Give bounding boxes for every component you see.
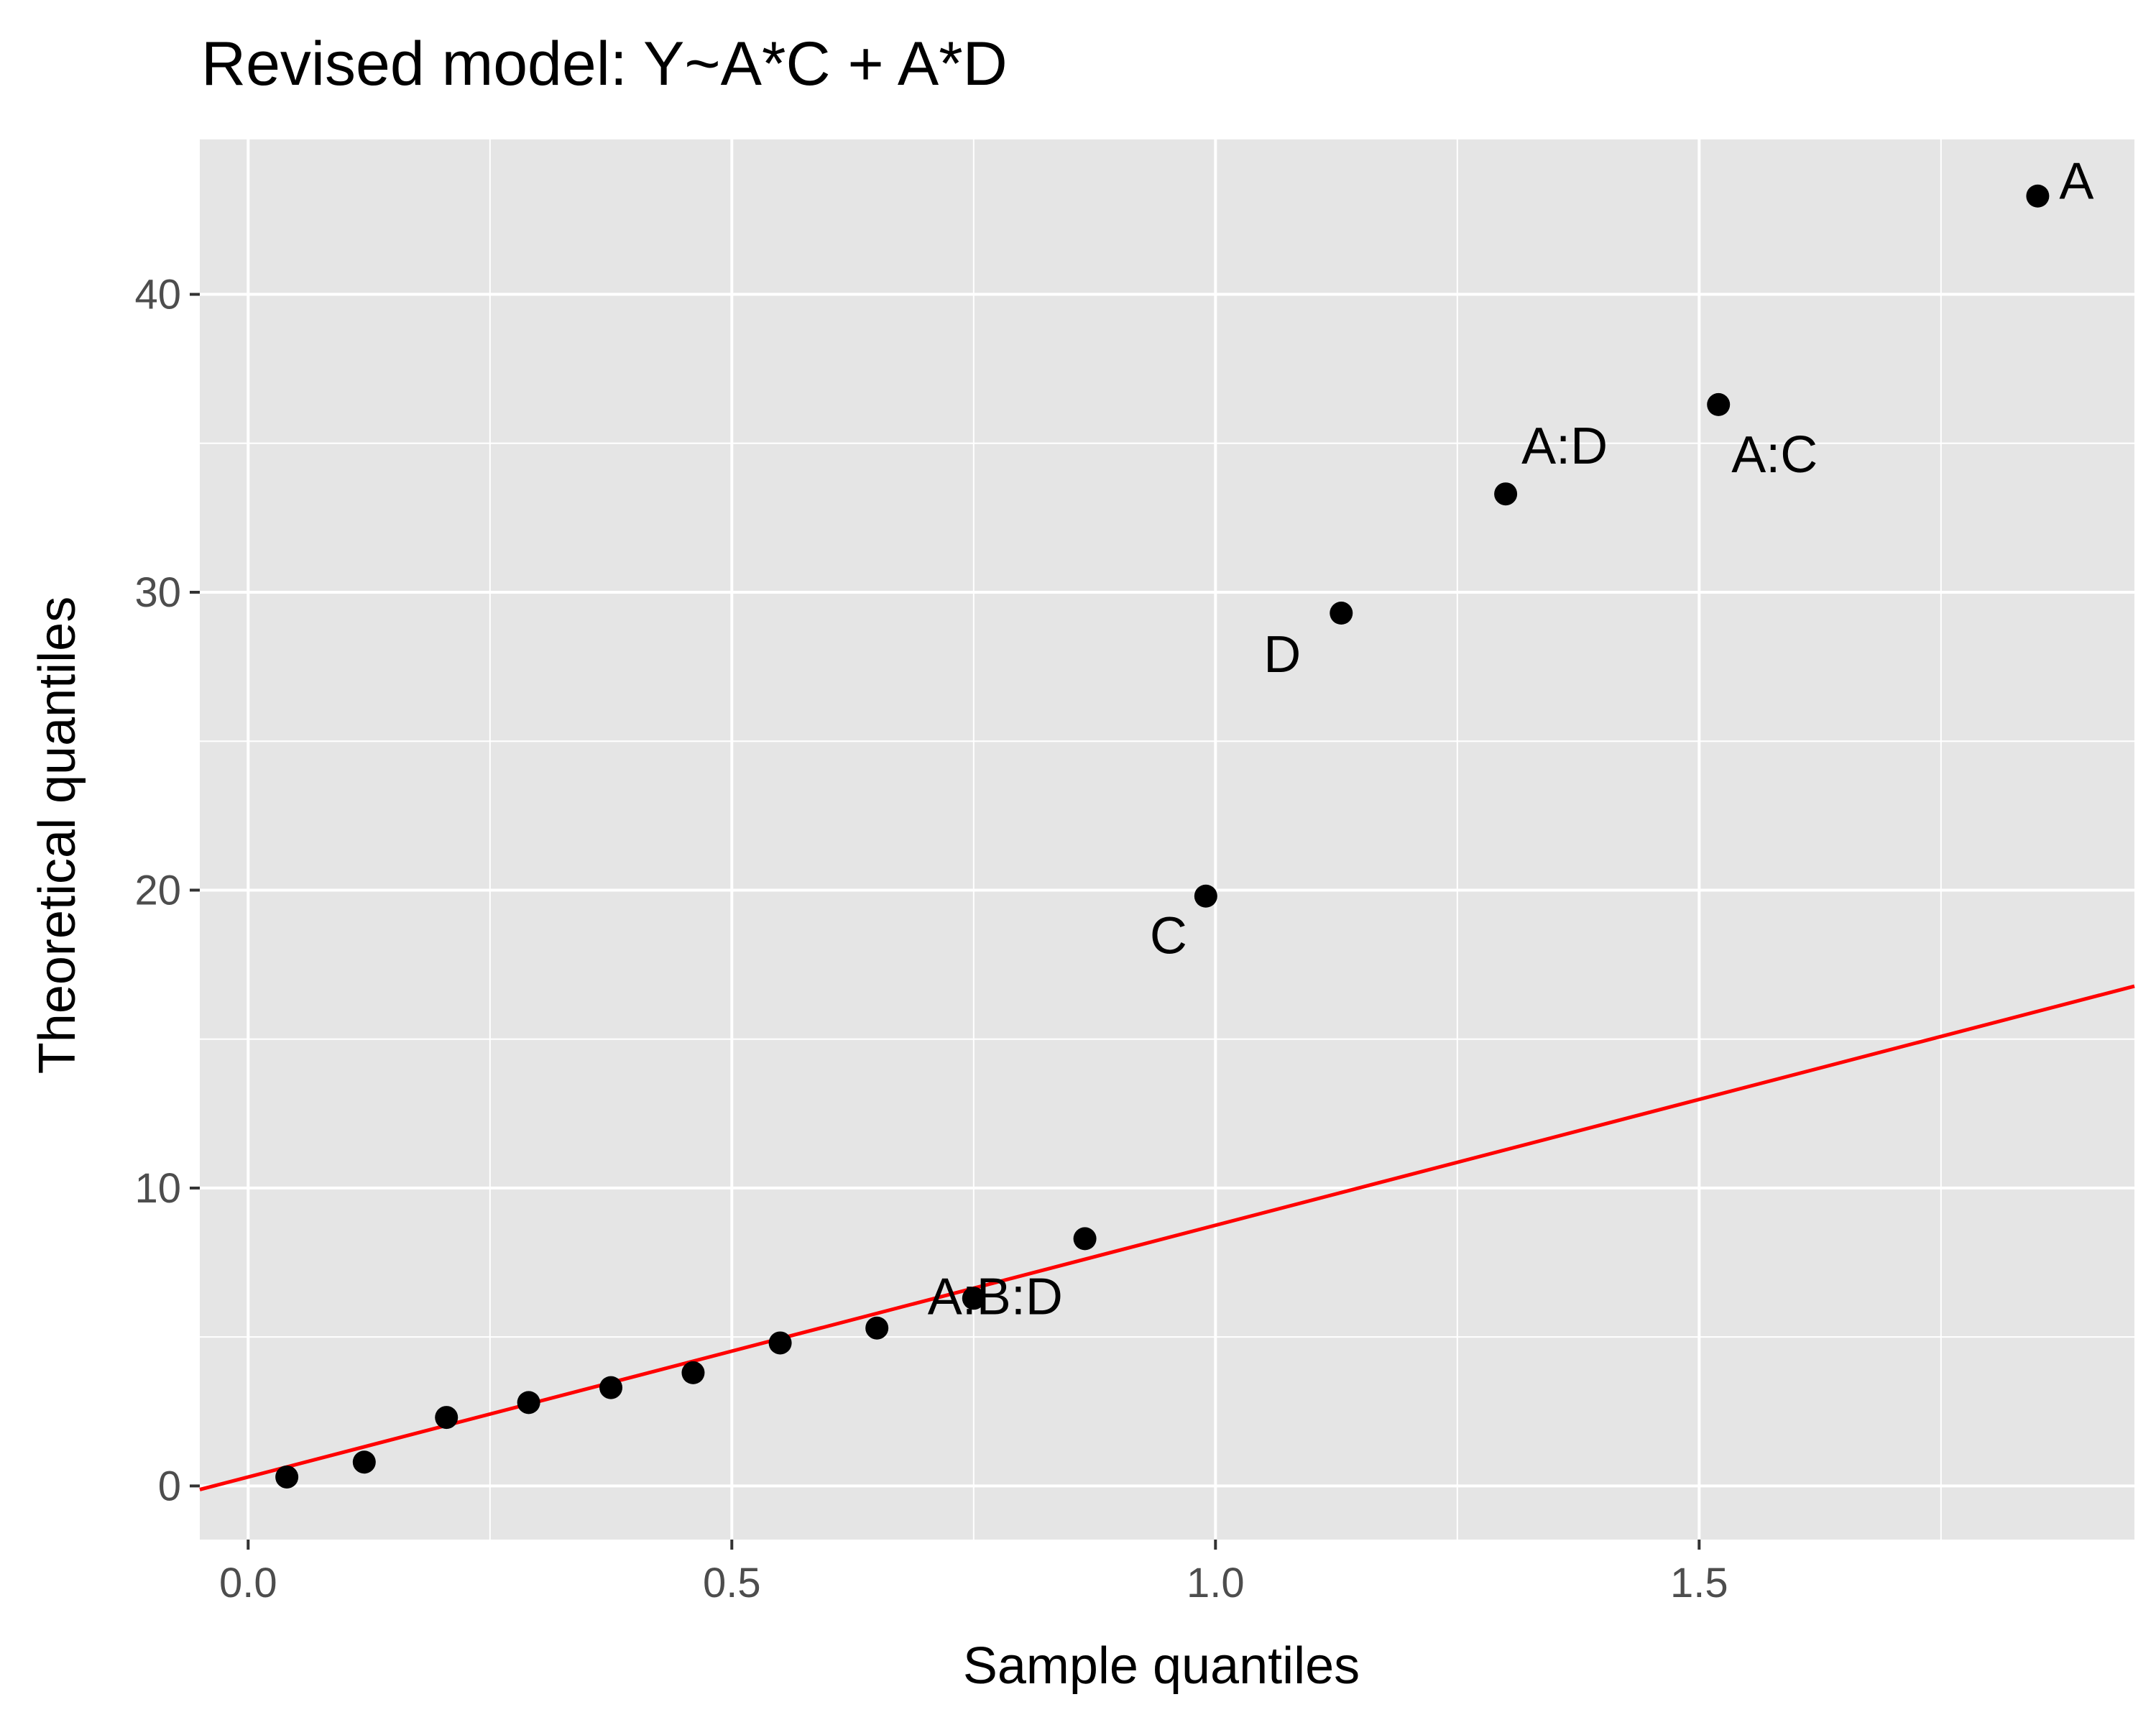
data-point [1494, 482, 1518, 506]
y-tick-label: 10 [134, 1165, 181, 1212]
points-group [275, 184, 2050, 1489]
point-label: A:C [1731, 426, 1818, 484]
x-tick-label: 1.5 [1670, 1560, 1728, 1606]
major-grid [200, 139, 2134, 1540]
point-label: A:D [1521, 418, 1608, 475]
data-point [865, 1316, 889, 1340]
data-point [599, 1376, 623, 1399]
data-point [1707, 392, 1731, 416]
x-tick-label: 0.5 [703, 1560, 761, 1606]
data-point [962, 1287, 985, 1310]
y-tick-label: 20 [134, 867, 181, 914]
point-labels-group: A:B:D C D A:D A:C A [928, 153, 2094, 1326]
point-label: A [2059, 153, 2093, 211]
x-tick-label: 0.0 [219, 1560, 277, 1606]
y-tick-label: 0 [158, 1463, 181, 1509]
chart-title: Revised model: Y~A*C + A*D [201, 29, 1008, 98]
point-label: C [1150, 908, 1187, 965]
point-label: A:B:D [928, 1268, 1063, 1325]
data-point [2026, 184, 2050, 208]
data-point [352, 1450, 376, 1474]
point-label: D [1263, 626, 1301, 684]
data-point [435, 1406, 459, 1430]
x-tick-label: 1.0 [1187, 1560, 1245, 1606]
x-axis-title: Sample quantiles [963, 1637, 1360, 1695]
data-point [1194, 884, 1217, 908]
y-tick-label: 40 [134, 272, 181, 318]
data-point [1330, 602, 1353, 625]
y-axis-title: Theoretical quantiles [29, 597, 86, 1074]
data-point [681, 1361, 705, 1384]
minor-grid [200, 139, 2134, 1540]
data-point [768, 1331, 792, 1355]
x-axis: 0.0 0.5 1.0 1.5 [219, 1540, 1728, 1606]
data-point [1073, 1227, 1097, 1251]
plot-panel [200, 139, 2134, 1540]
y-axis: 0 10 20 30 40 [134, 272, 200, 1509]
data-point [517, 1391, 540, 1414]
y-tick-label: 30 [134, 569, 181, 616]
data-point [275, 1465, 299, 1489]
